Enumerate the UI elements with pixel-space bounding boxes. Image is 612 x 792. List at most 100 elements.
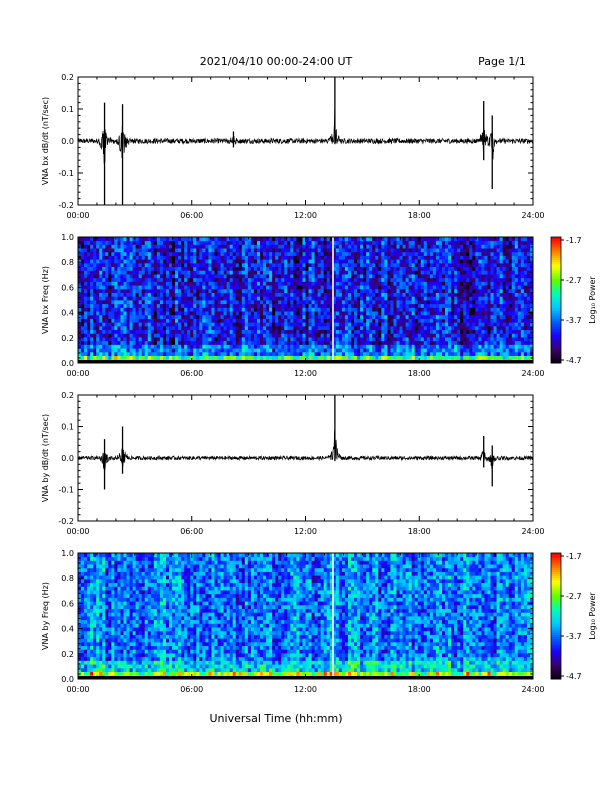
spectrogram-cell [426,292,431,297]
spectrogram-cell [372,244,376,249]
spectrogram-cell [344,292,349,297]
spectrogram-cell [463,285,467,290]
spectrogram-cell [457,259,461,264]
spectrogram-cell [420,300,425,305]
spectrogram-cell [475,255,479,260]
spectrogram-cell [108,266,112,271]
spectrogram-cell [457,244,461,249]
spectrogram-cell [281,277,285,282]
spectrogram-cell [108,344,112,349]
spectrogram-cell [96,255,100,260]
spectrogram-cell [269,237,273,242]
spectrogram-cell [496,322,501,327]
spectrogram-cell [305,277,309,282]
spectrogram-cell [153,307,158,312]
spectrogram-cell [135,281,140,286]
spectrogram-cell [320,311,325,316]
spectrogram-cell [293,285,297,290]
spectrogram-cell [199,274,203,279]
spectrogram-cell [429,311,434,316]
spectrogram-cell [448,314,452,319]
spectrogram-cell [420,255,425,260]
spectrogram-cell [426,240,431,245]
spectrogram-cell [217,325,221,331]
spectrogram-cell [178,355,182,360]
spectrogram-cell [93,303,97,308]
spectrogram-cell [214,296,218,301]
spectrogram-cell [311,244,315,249]
spectrogram-cell [426,325,431,331]
spectrogram-cell [481,266,485,271]
spectrogram-cell [496,329,501,334]
spectrogram-cell [193,325,197,331]
spectrogram-cell [472,251,476,256]
spectrogram-cell [435,266,440,271]
spectrogram-cell [363,281,367,286]
spectrogram-cell [126,288,130,293]
spectrogram-cell [105,296,109,301]
spectrogram-cell [445,251,449,256]
spectrogram-cell [193,344,197,349]
spectrogram-cell [445,348,449,353]
spectrogram-cell [199,348,203,353]
spectrogram-cell [502,337,507,342]
spectrogram-cell [211,277,215,282]
spectrogram-cell [90,351,94,356]
spectrogram-cell [408,325,413,331]
spectrogram-cell [290,259,294,264]
spectrogram-cell [232,255,237,260]
spectrogram-cell [214,270,218,275]
spectrogram-cell [99,244,103,249]
spectrogram-cell [181,237,185,242]
spectrogram-cell [141,274,146,279]
spectrogram-cell [284,262,288,268]
spectrogram-cell [220,303,224,308]
spectrogram-cell [159,314,164,319]
spectrogram-cell [120,248,124,253]
spectrogram-cell [293,333,297,338]
spectrogram-cell [460,277,464,282]
spectrogram-cell [451,318,455,323]
spectrogram-cell [387,340,391,345]
spectrogram-cell [390,303,394,308]
spectrogram-cell [329,318,334,323]
spectrogram-cell [193,281,197,286]
spectrogram-cell [144,240,149,245]
spectrogram-cell [499,348,504,353]
spectrogram-cell [120,322,124,327]
spectrogram-cell [208,240,212,245]
spectrogram-cell [96,322,100,327]
spectrogram-cell [181,285,185,290]
spectrogram-cell [505,240,510,245]
spectrogram-cell [308,348,312,353]
spectrogram-cell [135,311,140,316]
spectrogram-cell [260,285,264,290]
spectrogram-cell [390,266,394,271]
spectrogram-cell [363,251,367,256]
spectrogram-cell [338,270,343,275]
spectrogram-cell [141,281,146,286]
spectrogram-cell [278,318,282,323]
spectrogram-cell [347,281,352,286]
spectrogram-cell [381,285,385,290]
spectrogram-cell [105,244,109,249]
spectrogram-cell [247,285,252,290]
spectrogram-cell [408,355,413,360]
spectrogram-cell [138,348,143,353]
spectrogram-cell [363,237,367,242]
spectrogram-cell [487,322,491,327]
spectrogram-cell [229,292,234,297]
spectrogram-cell [481,244,485,249]
spectrogram-cell [405,270,410,275]
spectrogram-cell [496,333,501,338]
spectrogram-cell [278,325,282,331]
x-tick-label: 24:00 [521,211,544,220]
spectrogram-cell [460,355,464,360]
spectrogram-cell [405,262,410,268]
spectrogram-cell [138,333,143,338]
spectrogram-cell [454,296,458,301]
spectrogram-cell [232,300,237,305]
spectrogram-cell [311,237,315,242]
spectrogram-cell [320,270,325,275]
spectrogram-cell [232,237,237,242]
